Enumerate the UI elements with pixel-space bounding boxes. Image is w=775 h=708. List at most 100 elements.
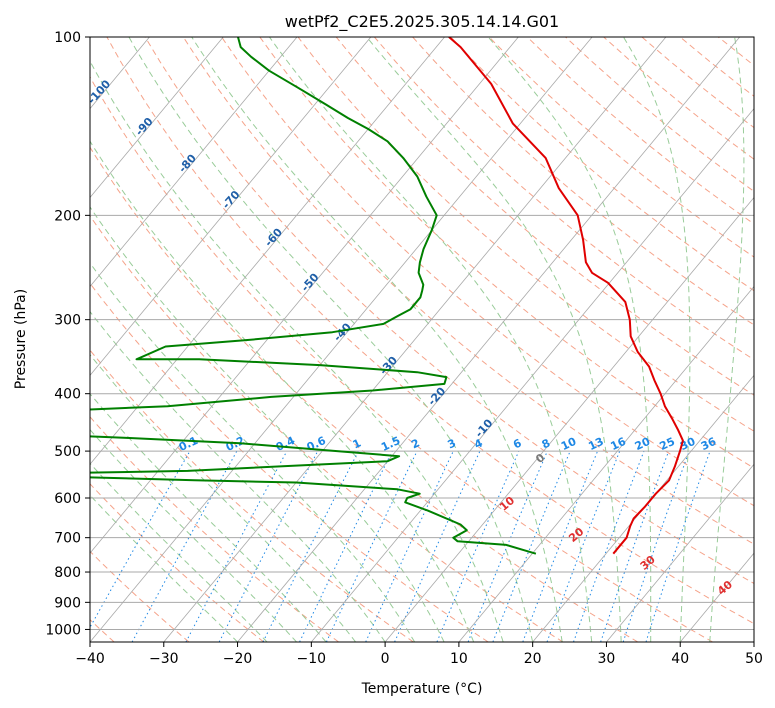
moist-adiabat-24 [191,37,563,642]
mixing-ratio-label: 1 [351,436,363,451]
mixing-ratio-line [394,450,481,642]
y-tick-label: 300 [54,313,81,329]
dry-adiabat--20 [90,483,265,642]
dewpoint-line [90,37,537,555]
isotherm--90 [90,37,224,199]
dry-adiabat--30 [90,550,190,642]
dry-adiabats [90,37,754,642]
mixing-ratio-label: 6 [511,436,524,451]
moist-adiabat-16 [90,60,504,642]
moist-adiabat-12 [90,140,475,642]
mixing-ratio-label: 16 [609,435,629,453]
profiles [90,37,684,555]
plot-frame [89,36,755,643]
moist-adiabat--4 [90,353,356,642]
dry-adiabat-200 [679,37,754,97]
mixing-ratio-line [436,450,520,642]
dry-adiabat-label: -100 [85,77,113,106]
y-axis: 1000 900 800 700 600 500 400 300 200 100 [45,30,90,638]
moist-adiabat--8 [90,393,327,642]
x-tick-label: −40 [75,651,105,667]
mixing-ratio-line [218,450,319,642]
isotherm--120 [0,37,2,642]
mixing-ratio-label: 10 [559,435,579,453]
dry-adiabat-120 [374,37,754,361]
dry-adiabat-30 [90,146,639,642]
x-axis-label: Temperature (°C) [361,681,483,697]
moist-adiabat-label: 10 [497,494,517,514]
isotherm-30 [606,463,754,642]
dry-adiabat-label: -30 [377,354,400,378]
x-axis: −40 −30 −20 −10 0 10 20 30 40 50 [75,642,763,667]
isotherm--30 [163,37,667,642]
chart-title: wetPf2_C2E5.2025.305.14.14.G01 [285,12,559,32]
isobars [90,37,754,630]
isotherms [0,37,754,642]
x-tick-label: −30 [149,651,179,667]
moist-adiabat-44 [709,37,745,642]
isotherm-50 [753,641,754,642]
x-tick-label: 40 [671,651,689,667]
y-tick-label: 900 [54,595,81,611]
y-tick-label: 200 [54,208,81,224]
dry-adiabat-100 [297,37,754,432]
moist-adiabat-label: 20 [566,525,586,545]
dry-adiabat-label: -20 [425,384,448,408]
dry-adiabat-40 [90,76,713,642]
mixing-ratio-line [573,450,645,642]
temperature-line [448,37,684,555]
y-tick-label: 500 [54,444,81,460]
moist-adiabats [90,37,745,642]
isotherm--80 [90,37,298,288]
dry-adiabat-90 [259,37,754,469]
dry-adiabat-label: -50 [299,270,322,294]
y-axis-label: Pressure (hPa) [13,289,29,389]
dry-adiabat-label: -10 [473,416,496,440]
moist-adiabat-label: 0 [533,451,547,466]
dry-adiabat-180 [603,37,754,160]
dry-adiabat-20 [90,214,564,642]
mixing-ratio-line [185,450,288,642]
moist-adiabat-36 [487,37,652,642]
isotherm-10 [458,285,754,642]
x-tick-label: 10 [450,651,468,667]
dry-adiabat-110 [335,37,754,396]
x-tick-label: 50 [745,651,763,667]
moist-adiabat-8 [90,206,445,642]
moist-adiabat-20 [128,37,534,642]
isotherm--40 [90,37,593,642]
mixing-ratio-line [262,450,359,642]
x-tick-label: 20 [524,651,542,667]
plot-area: 0.1 0.2 0.4 0.6 1 1.5 2 3 4 6 8 10 13 16 20 25 30 36-100-… [0,37,754,642]
y-tick-label: 400 [54,387,81,403]
dry-adiabat--10 [90,416,339,642]
moist-adiabat--20 [90,494,238,642]
mixing-ratio-line [325,450,418,642]
dry-adiabat-140 [450,37,754,292]
dry-adiabat-0 [90,349,414,642]
mixing-ratio-line [645,450,711,642]
isotherm-20 [532,374,754,642]
x-tick-label: −10 [297,651,327,667]
mixing-ratio-label: 25 [658,435,677,453]
isotherm--10 [311,108,754,642]
moist-adiabat-4 [90,262,416,642]
dry-adiabat-label: -70 [220,188,243,212]
dry-adiabat-label: -60 [262,226,285,250]
dry-adiabat-label: -90 [133,115,156,139]
mixing-ratio-line [546,450,621,642]
mixing-ratio-line [600,450,670,642]
isotherm--110 [0,37,76,642]
x-tick-label: −20 [223,651,253,667]
x-tick-label: 0 [381,651,390,667]
dry-adiabat-70 [182,37,754,545]
y-tick-label: 100 [54,30,81,46]
moist-adiabat-28 [268,37,593,642]
mixing-ratio-label: 3 [446,436,458,451]
mixing-ratio-line [492,450,571,642]
moist-adiabat-32 [366,37,622,642]
moist-adiabat-label: 30 [638,553,658,573]
dry-adiabat-130 [412,37,754,326]
y-tick-label: 700 [54,531,81,547]
mixing-ratio-label: 36 [699,435,719,453]
